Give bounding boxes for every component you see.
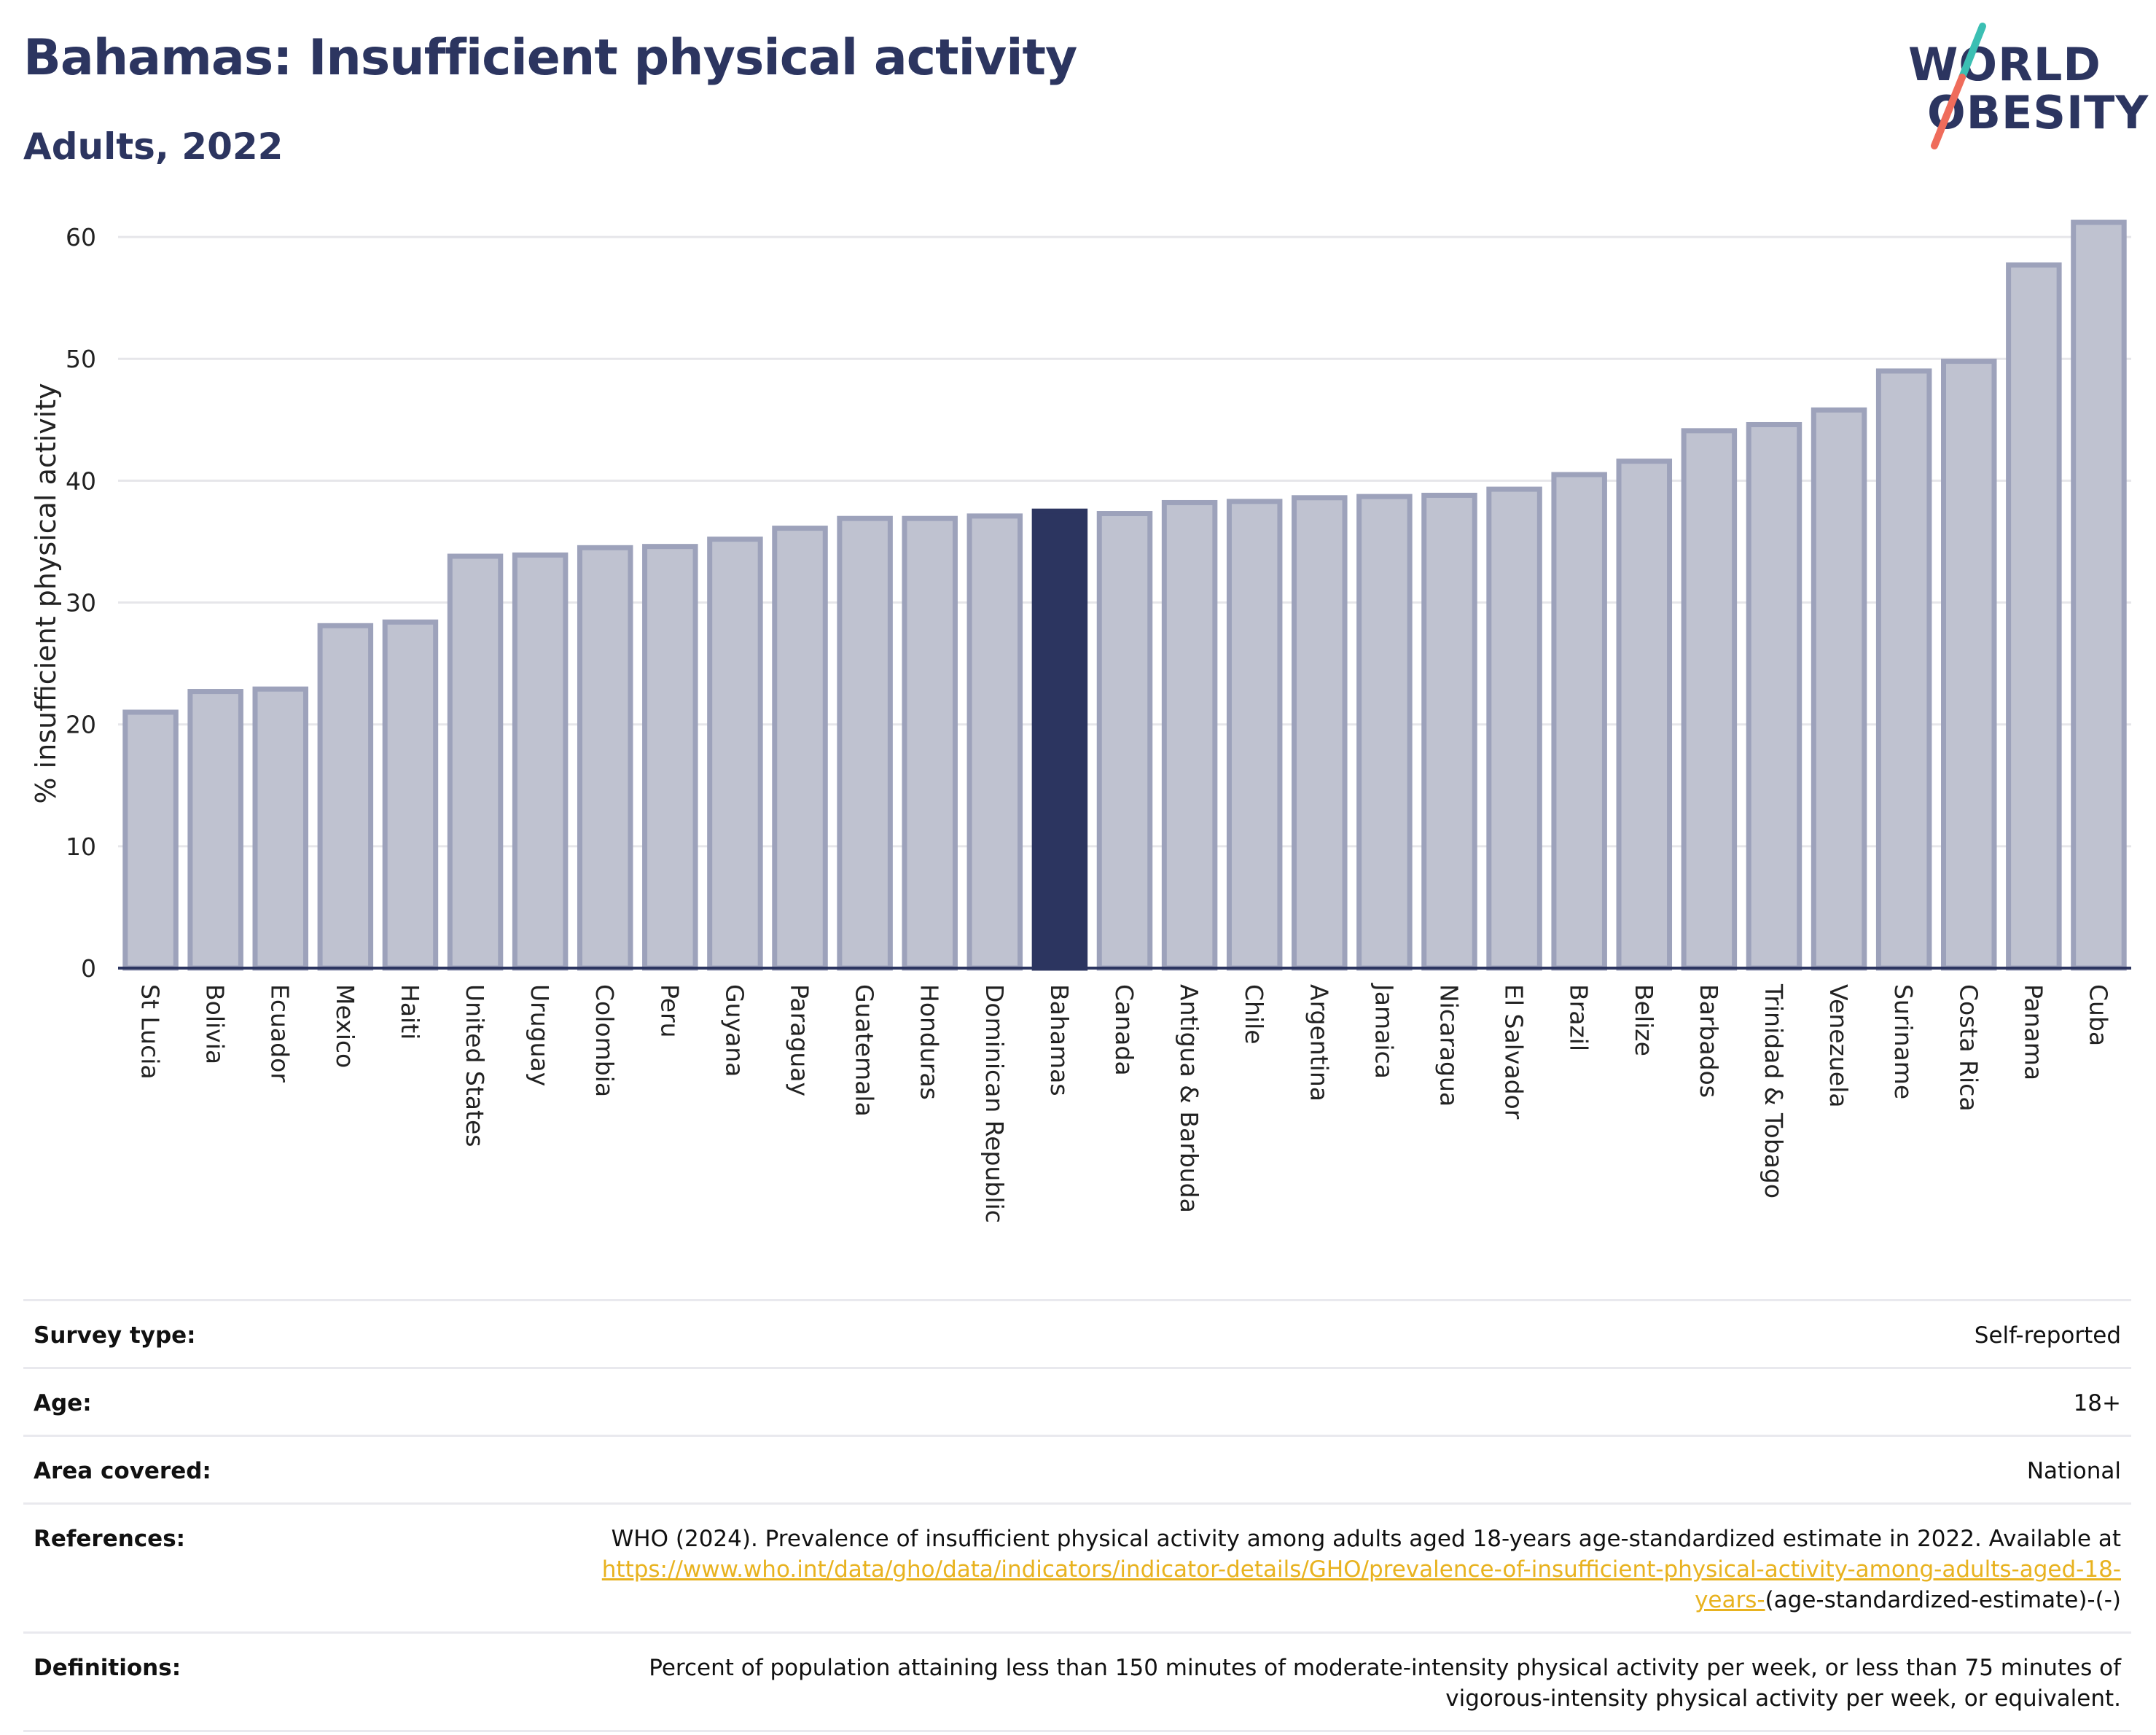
bar <box>2071 219 2127 971</box>
bar <box>1941 359 1997 971</box>
x-tick-label: Panama <box>2019 984 2047 1080</box>
world-obesity-logo: WORLD OBESITY <box>1901 20 2148 159</box>
y-tick-label: 50 <box>66 345 96 373</box>
info-row-area-covered: Area covered: National <box>23 1435 2131 1504</box>
bar <box>837 515 893 971</box>
logo-text-world: WORLD <box>1908 38 2101 91</box>
bar <box>1486 486 1542 971</box>
chart-subtitle: Adults, 2022 <box>23 125 284 168</box>
info-row-survey-type: Survey type: Self-reported <box>23 1299 2131 1368</box>
x-tick-label: Belize <box>1630 984 1658 1056</box>
bar <box>122 709 179 971</box>
x-tick-label: Barbados <box>1695 984 1723 1098</box>
bar <box>252 686 308 971</box>
info-label: References: <box>23 1502 554 1633</box>
x-tick-label: Chile <box>1240 984 1268 1045</box>
bar <box>1551 472 1607 971</box>
x-tick-label: St Lucia <box>136 984 165 1080</box>
y-tick-label: 60 <box>66 223 96 252</box>
bar <box>512 552 569 971</box>
x-tick-label: Trinidad & Tobago <box>1759 983 1788 1198</box>
x-tick-label: Venezuela <box>1824 984 1853 1107</box>
bar <box>1746 421 1802 971</box>
bar <box>187 689 243 971</box>
x-tick-label: Uruguay <box>526 984 554 1086</box>
x-tick-label: El Salvador <box>1500 984 1528 1120</box>
bar <box>1292 495 1348 971</box>
x-tick-label: Guatemala <box>851 984 879 1117</box>
x-tick-label: Antigua & Barbuda <box>1175 984 1203 1213</box>
y-tick-label: 10 <box>66 833 96 861</box>
x-tick-label: Honduras <box>915 984 944 1100</box>
info-value: WHO (2024). Prevalence of insufficient p… <box>554 1502 2131 1633</box>
reference-suffix: (age-standardized-estimate)-(-) <box>1765 1587 2121 1613</box>
info-label: Survey type: <box>23 1299 554 1368</box>
bar <box>1811 407 1867 971</box>
bar <box>382 619 439 971</box>
y-tick-label: 20 <box>66 711 96 739</box>
y-tick-label: 0 <box>81 954 96 983</box>
x-tick-label: Guyana <box>720 984 749 1077</box>
x-tick-label: Colombia <box>590 984 619 1097</box>
bar <box>902 515 958 971</box>
x-tick-label: Brazil <box>1565 984 1593 1051</box>
x-tick-label: Peru <box>655 984 684 1038</box>
y-tick-label: 40 <box>66 467 96 495</box>
bar <box>1681 428 1738 971</box>
x-tick-label: Dominican Republic <box>980 984 1009 1223</box>
info-label: Definitions: <box>23 1631 554 1732</box>
x-tick-label: Paraguay <box>786 984 814 1096</box>
info-value: Self-reported <box>554 1299 2131 1368</box>
bar <box>1161 499 1218 971</box>
info-value: National <box>554 1435 2131 1504</box>
x-tick-label: Haiti <box>396 984 424 1040</box>
x-tick-label: United States <box>461 984 489 1147</box>
info-row-references: References: WHO (2024). Prevalence of in… <box>23 1502 2131 1633</box>
x-tick-label: Jamaica <box>1370 983 1398 1079</box>
bar <box>1356 494 1413 971</box>
reference-text: WHO (2024). Prevalence of insufficient p… <box>611 1526 2121 1552</box>
bar <box>317 623 374 971</box>
info-row-age: Age: 18+ <box>23 1367 2131 1436</box>
x-tick-label: Bahamas <box>1045 984 1074 1096</box>
bar <box>1226 499 1283 971</box>
info-label: Age: <box>23 1367 554 1436</box>
bar <box>772 526 828 971</box>
chart-title: Bahamas: Insufficient physical activity <box>23 29 1077 87</box>
bar <box>2006 262 2062 971</box>
x-tick-label: Nicaragua <box>1434 984 1463 1107</box>
bar <box>966 513 1023 971</box>
info-value: Percent of population attaining less tha… <box>554 1631 2131 1732</box>
bar-chart: 0 10 20 30 40 50 60 % insufficient physical act… <box>30 219 2131 1223</box>
reference-link[interactable]: https://www.who.int/data/gho/data/indica… <box>601 1556 2121 1613</box>
info-row-definitions: Definitions: Percent of population attai… <box>23 1631 2131 1732</box>
info-value: 18+ <box>554 1367 2131 1436</box>
bar <box>1875 368 1932 971</box>
bar <box>1096 511 1153 971</box>
x-tick-label: Mexico <box>331 984 359 1068</box>
info-label: Area covered: <box>23 1435 554 1504</box>
bar <box>707 537 763 971</box>
bar <box>577 545 633 971</box>
x-tick-label: Suriname <box>1889 984 1918 1099</box>
x-tick-label: Costa Rica <box>1954 984 1983 1112</box>
y-axis-title: % insufficient physical activity <box>30 383 62 803</box>
bar <box>447 553 504 971</box>
x-tick-label: Canada <box>1110 984 1138 1076</box>
x-tick-label: Cuba <box>2084 984 2112 1046</box>
bar <box>1421 492 1477 971</box>
info-table: Survey type: Self-reported Age: 18+ Area… <box>23 1299 2131 1732</box>
logo-slash-icon <box>1931 23 1986 149</box>
x-tick-label: Ecuador <box>266 984 294 1083</box>
x-tick-label: Bolivia <box>201 984 230 1064</box>
bar <box>642 544 698 971</box>
x-tick-label: Argentina <box>1305 984 1333 1102</box>
y-tick-label: 30 <box>66 589 96 617</box>
logo-text-obesity: OBESITY <box>1927 86 2149 139</box>
bar <box>1616 459 1673 971</box>
bar-highlight <box>1031 508 1088 971</box>
